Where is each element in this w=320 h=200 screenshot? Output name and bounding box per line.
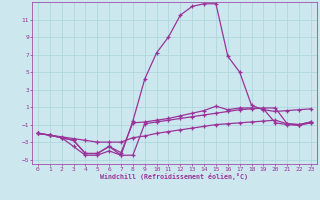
X-axis label: Windchill (Refroidissement éolien,°C): Windchill (Refroidissement éolien,°C) [100, 173, 248, 180]
